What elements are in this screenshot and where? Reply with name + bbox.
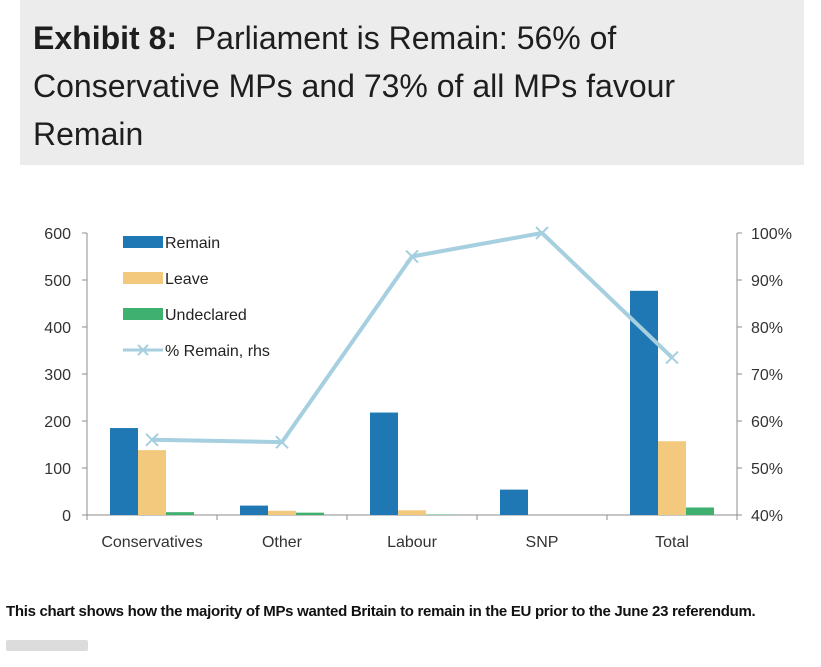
legend-label: Undeclared <box>165 307 247 324</box>
bar-leave-labour <box>398 510 426 515</box>
bar-remain-conservatives <box>110 428 138 515</box>
bar-leave-total <box>658 441 686 515</box>
chart: 0 100 200 300 400 500 600 40% 50% 60% 70% 80% 90% 100… <box>44 226 792 551</box>
left-tick-label: 600 <box>44 226 71 243</box>
legend-swatch <box>123 272 163 284</box>
right-tick-label: 80% <box>751 320 783 337</box>
legend-label: % Remain, rhs <box>165 343 270 360</box>
line-marker-other <box>275 435 289 449</box>
right-tick-label: 100% <box>751 226 792 243</box>
legend-item--remain-rhs: % Remain, rhs <box>123 343 270 360</box>
x-tick-label: Total <box>655 534 689 551</box>
left-tick-label: 500 <box>44 273 71 290</box>
left-tick-label: 100 <box>44 461 71 478</box>
right-tick-label: 60% <box>751 414 783 431</box>
x-tick-label: Labour <box>387 534 437 551</box>
line-marker-labour <box>405 249 419 264</box>
line-marker-total <box>665 350 679 365</box>
right-tick-label: 90% <box>751 273 783 290</box>
x-tick-label: Other <box>262 534 303 551</box>
title-panel: Exhibit 8: Parliament is Remain: 56% of … <box>20 0 804 165</box>
line-percent-remain <box>151 231 674 445</box>
bar-undeclared-total <box>686 507 714 515</box>
exhibit-label: Exhibit 8: <box>33 20 178 56</box>
bar-remain-other <box>240 505 268 515</box>
legend-label: Leave <box>165 271 209 288</box>
chart-line <box>145 226 679 449</box>
legend-swatch <box>123 308 163 320</box>
bar-leave-conservatives <box>138 450 166 515</box>
x-tick-label: SNP <box>526 534 559 551</box>
page-title: Exhibit 8: Parliament is Remain: 56% of … <box>33 14 793 158</box>
legend-item-remain: Remain <box>123 235 220 252</box>
x-tick-label: Conservatives <box>101 534 202 551</box>
left-tick-label: 300 <box>44 367 71 384</box>
line-marker-snp <box>535 226 549 240</box>
bar-undeclared-other <box>296 512 324 515</box>
chart-bars <box>110 290 714 515</box>
line-marker-conservatives <box>145 433 159 447</box>
legend-label: Remain <box>165 235 220 252</box>
legend-swatch <box>123 236 163 248</box>
legend-item-undeclared: Undeclared <box>123 307 247 324</box>
bar-remain-labour <box>370 412 398 515</box>
right-tick-label: 70% <box>751 367 783 384</box>
left-tick-label: 0 <box>62 508 71 525</box>
legend-item-leave: Leave <box>123 271 209 288</box>
chart-tick-labels: 0 100 200 300 400 500 600 40% 50% 60% 70% 80% 90% 100… <box>44 226 792 551</box>
bar-undeclared-conservatives <box>166 512 194 515</box>
bar-remain-snp <box>500 489 528 515</box>
left-tick-label: 400 <box>44 320 71 337</box>
chart-caption: This chart shows how the majority of MPs… <box>6 603 756 620</box>
image-credit <box>6 640 88 651</box>
bar-remain-total <box>630 290 658 515</box>
title-text: Parliament is Remain: 56% of Conservativ… <box>33 20 676 152</box>
bar-leave-other <box>268 510 296 515</box>
right-tick-label: 50% <box>751 461 783 478</box>
right-tick-label: 40% <box>751 508 783 525</box>
left-tick-label: 200 <box>44 414 71 431</box>
chart-legend: Remain Leave Undeclared % Remain, rhs <box>123 235 270 360</box>
